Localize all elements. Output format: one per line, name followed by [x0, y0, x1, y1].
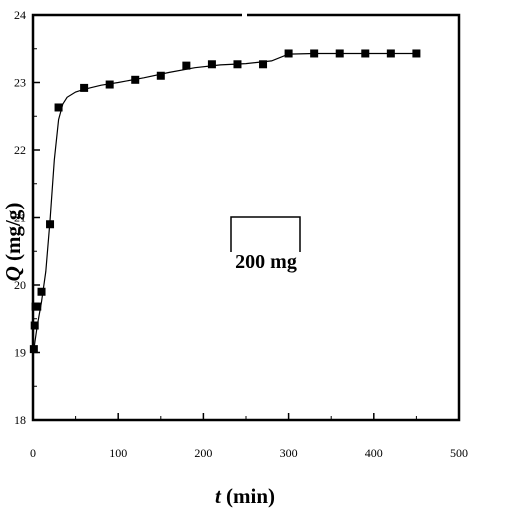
- data-point: [80, 83, 89, 92]
- data-point: [182, 61, 191, 70]
- annotation-bracket: [230, 216, 301, 252]
- y-tick-label: 22: [14, 143, 26, 157]
- data-point: [46, 220, 55, 229]
- y-tick-label: 21: [14, 211, 26, 225]
- frame-gap: [242, 12, 247, 18]
- x-axis-title: t (min): [215, 484, 275, 508]
- x-tick-label: 400: [365, 446, 383, 460]
- x-tick-label: 500: [450, 446, 468, 460]
- data-point: [105, 80, 114, 89]
- data-point: [156, 71, 165, 80]
- y-tick-label: 24: [14, 8, 26, 22]
- x-tick-label: 100: [109, 446, 127, 460]
- data-point: [259, 60, 268, 69]
- data-point: [233, 60, 242, 69]
- fit-curve-line: [33, 52, 417, 350]
- y-tick-label: 19: [14, 346, 26, 360]
- data-point: [361, 49, 370, 58]
- data-point: [30, 321, 39, 330]
- fit-curve-layer: [33, 52, 417, 350]
- data-point: [335, 49, 344, 58]
- y-tick-label: 20: [14, 278, 26, 292]
- x-axis-ticks: 0 100 200 300 400 500: [30, 413, 468, 460]
- x-tick-label: 0: [30, 446, 36, 460]
- annotation-label: 200 mg: [235, 251, 297, 273]
- x-tick-label: 300: [280, 446, 298, 460]
- data-point: [54, 103, 63, 112]
- data-point: [29, 345, 38, 354]
- y-tick-label: 18: [14, 413, 26, 427]
- data-point: [131, 75, 140, 84]
- data-point: [207, 60, 216, 69]
- y-axis-ticks: 18 19 20 21 22 23 24: [14, 8, 40, 427]
- data-point: [284, 49, 293, 58]
- y-tick-label: 23: [14, 76, 26, 90]
- y-axis-title: Q (mg/g): [1, 203, 25, 282]
- data-points-layer: [29, 49, 421, 354]
- data-point: [33, 302, 42, 311]
- data-point: [310, 49, 319, 58]
- data-point: [386, 49, 395, 58]
- data-point: [412, 49, 421, 58]
- data-point: [37, 287, 46, 296]
- x-tick-label: 200: [194, 446, 212, 460]
